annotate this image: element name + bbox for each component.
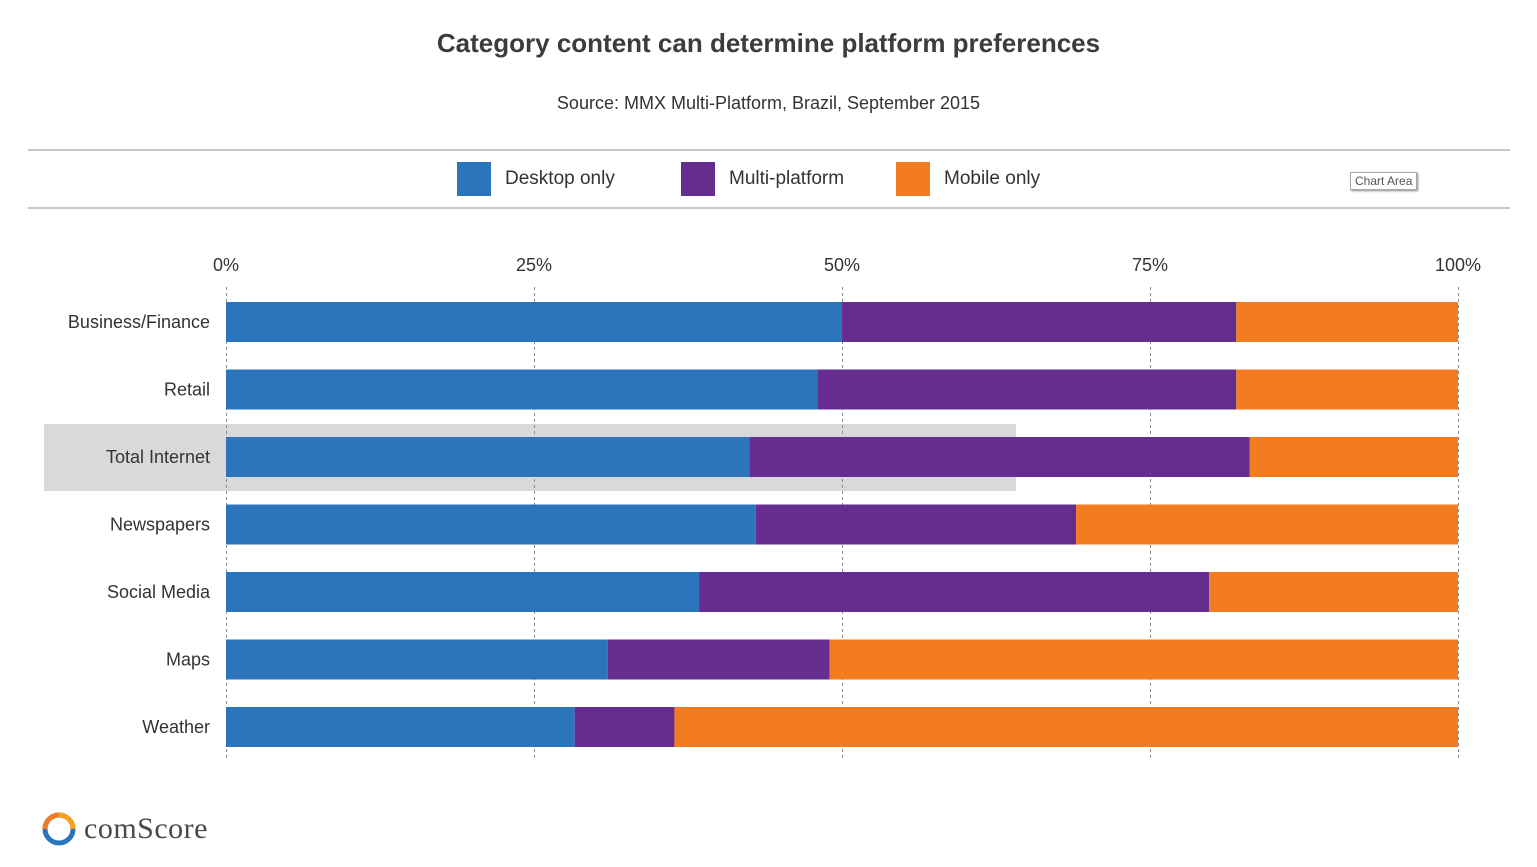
bar-newspapers-multi-platform[interactable] [755, 504, 1077, 545]
bar-retail-mobile-only[interactable] [1236, 369, 1458, 410]
bar-maps-multi-platform[interactable] [607, 639, 830, 680]
bar-newspapers-mobile-only[interactable] [1076, 504, 1458, 545]
bar-newspapers-desktop-only[interactable] [226, 504, 756, 545]
x-tick-label-50: 50% [824, 255, 860, 275]
bar-business-finance-multi-platform[interactable] [842, 302, 1237, 342]
chart-title: Category content can determine platform … [436, 28, 1101, 58]
legend-item-mobile-only[interactable]: Mobile only [896, 162, 1040, 196]
x-tick-label-25: 25% [516, 255, 552, 275]
bar-retail-desktop-only[interactable] [226, 369, 818, 410]
bar-maps-desktop-only[interactable] [226, 639, 608, 680]
chart-subtitle: Source: MMX Multi-Platform, Brazil, Sept… [556, 93, 981, 113]
category-label-retail: Retail [164, 380, 210, 400]
legend-item-desktop-only[interactable]: Desktop only [457, 162, 681, 196]
legend-top-divider [28, 149, 1510, 151]
bar-social-media-mobile-only[interactable] [1209, 572, 1458, 612]
comscore-logo: comScore [42, 812, 208, 846]
chart-legend: Desktop only Multi-platform Mobile only [457, 161, 1040, 197]
bar-total-internet-multi-platform[interactable] [749, 437, 1250, 477]
legend-label-mobile-only: Mobile only [944, 168, 1041, 189]
category-label-total-internet: Total Internet [106, 447, 210, 467]
bar-total-internet-desktop-only[interactable] [226, 437, 750, 477]
comscore-logo-text: comScore [84, 812, 208, 845]
x-tick-label-0: 0% [213, 255, 239, 275]
bar-social-media-multi-platform[interactable] [699, 572, 1210, 612]
legend-label-multi-platform: Multi-platform [729, 168, 845, 189]
category-label-social-media: Social Media [107, 582, 211, 602]
legend-label-desktop-only: Desktop only [505, 168, 615, 189]
legend-bottom-divider [28, 207, 1510, 209]
bar-business-finance-desktop-only[interactable] [226, 302, 842, 342]
bar-weather-mobile-only[interactable] [674, 707, 1458, 747]
bar-retail-multi-platform[interactable] [817, 369, 1237, 410]
bar-total-internet-mobile-only[interactable] [1249, 437, 1458, 477]
bar-business-finance-mobile-only[interactable] [1236, 302, 1458, 342]
bar-maps-mobile-only[interactable] [829, 639, 1458, 680]
category-label-weather: Weather [142, 717, 210, 737]
chart-area-tooltip: Chart Area [1350, 172, 1418, 190]
legend-item-multi-platform[interactable]: Multi-platform [681, 162, 896, 196]
legend-swatch-multi-platform [681, 162, 715, 196]
bar-social-media-desktop-only[interactable] [226, 572, 700, 612]
legend-swatch-mobile-only [896, 162, 930, 196]
category-label-newspapers: Newspapers [110, 515, 210, 535]
bar-weather-multi-platform[interactable] [574, 707, 675, 747]
category-label-business-finance: Business/Finance [68, 312, 210, 332]
bar-weather-desktop-only[interactable] [226, 707, 575, 747]
category-label-maps: Maps [166, 650, 210, 670]
x-tick-label-100: 100% [1435, 255, 1481, 275]
comscore-logo-icon [42, 812, 76, 846]
x-tick-label-75: 75% [1132, 255, 1168, 275]
legend-swatch-desktop-only [457, 162, 491, 196]
